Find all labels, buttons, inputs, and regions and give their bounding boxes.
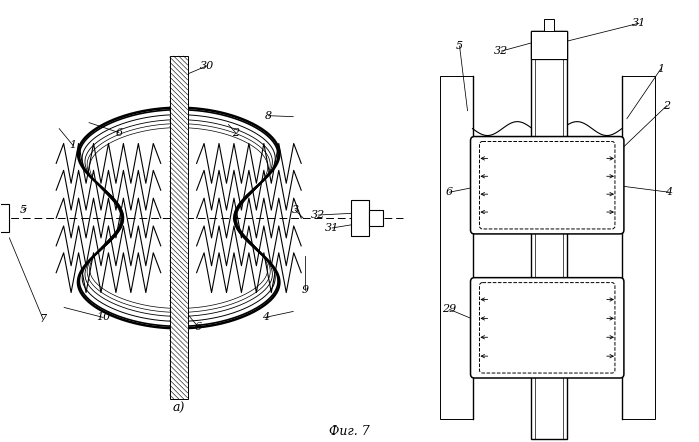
Text: 32: 32 bbox=[494, 46, 508, 56]
Bar bbox=[369, 210, 383, 226]
Text: 31: 31 bbox=[632, 18, 646, 28]
Text: 8: 8 bbox=[265, 110, 272, 121]
Text: 29: 29 bbox=[442, 305, 456, 314]
FancyBboxPatch shape bbox=[470, 137, 624, 234]
FancyBboxPatch shape bbox=[480, 282, 615, 373]
Text: 6: 6 bbox=[115, 128, 122, 137]
Bar bbox=[170, 56, 187, 399]
Bar bbox=[0, 204, 9, 232]
Text: 9: 9 bbox=[301, 285, 309, 294]
Text: б): б) bbox=[548, 410, 561, 423]
Bar bbox=[531, 31, 567, 59]
Text: 10: 10 bbox=[96, 312, 110, 322]
Text: 7: 7 bbox=[40, 314, 47, 324]
FancyBboxPatch shape bbox=[480, 141, 615, 229]
Text: а): а) bbox=[173, 402, 185, 415]
Text: 3: 3 bbox=[291, 205, 298, 215]
Text: 6: 6 bbox=[195, 322, 202, 332]
Bar bbox=[351, 200, 369, 236]
FancyBboxPatch shape bbox=[470, 278, 624, 378]
Text: 5: 5 bbox=[456, 41, 463, 51]
Text: 32: 32 bbox=[311, 210, 325, 220]
Text: 30: 30 bbox=[199, 61, 214, 71]
Text: 4: 4 bbox=[665, 187, 672, 197]
Text: 1: 1 bbox=[69, 141, 77, 150]
Text: 2: 2 bbox=[663, 101, 670, 111]
Text: 2: 2 bbox=[232, 128, 239, 137]
Text: 5: 5 bbox=[20, 205, 27, 215]
Bar bbox=[531, 31, 567, 438]
Bar bbox=[531, 31, 567, 59]
Bar bbox=[440, 76, 473, 419]
Text: 1: 1 bbox=[657, 64, 664, 74]
Text: 4: 4 bbox=[261, 312, 269, 322]
Text: Фиг. 7: Фиг. 7 bbox=[329, 425, 369, 438]
Bar bbox=[545, 19, 554, 31]
Text: 31: 31 bbox=[325, 223, 339, 233]
Text: 6: 6 bbox=[446, 187, 453, 197]
Bar bbox=[622, 76, 655, 419]
